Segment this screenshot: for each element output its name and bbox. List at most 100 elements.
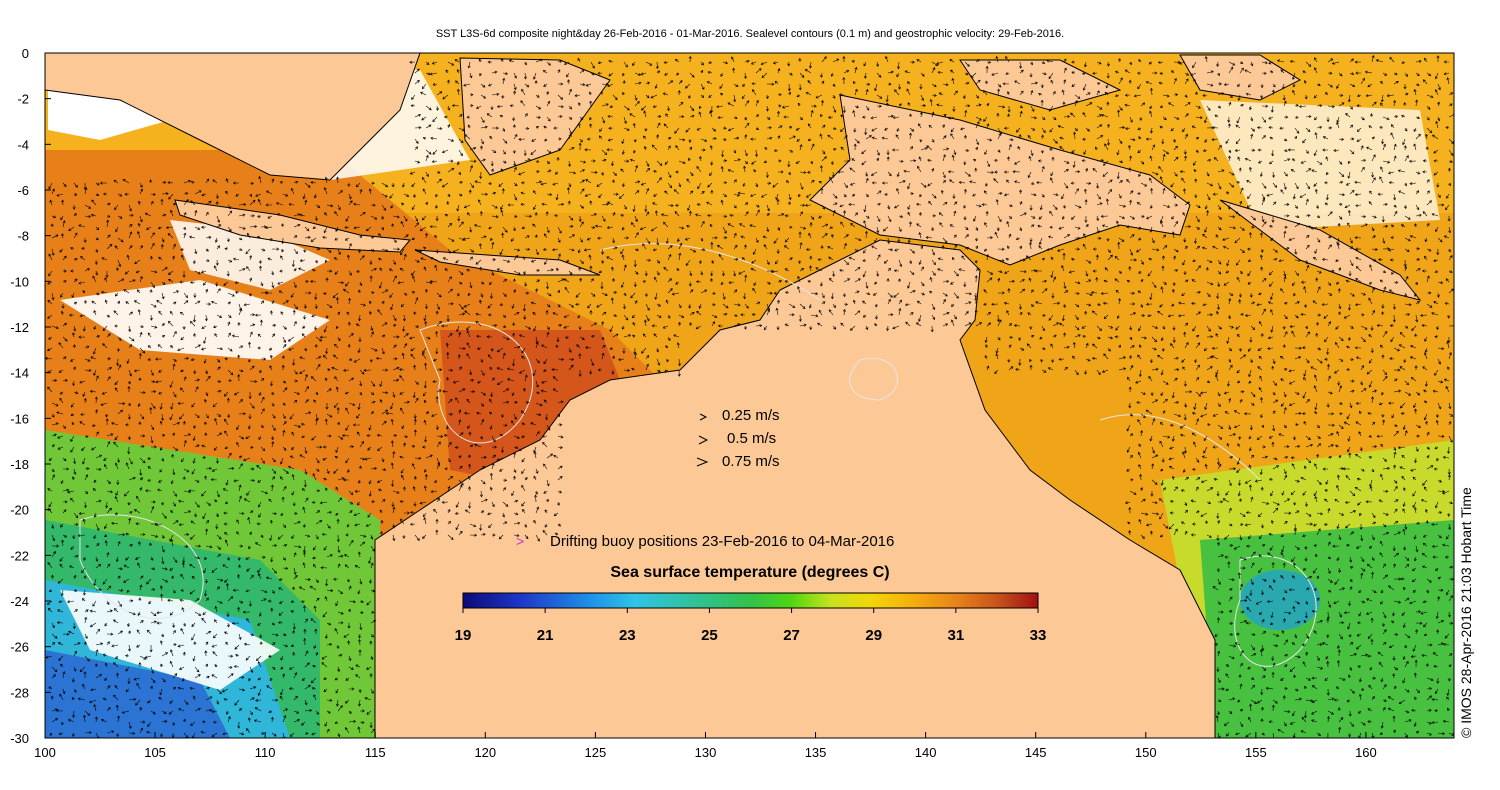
velocity-arrow [500,58,504,63]
velocity-arrow [458,181,463,185]
velocity-arrow [1212,126,1219,130]
velocity-arrow [852,193,856,197]
velocity-arrow [907,211,911,217]
velocity-arrow [678,182,682,188]
velocity-arrow [607,83,614,88]
velocity-arrow [958,180,966,185]
velocity-arrow [1071,149,1076,154]
velocity-arrow [1074,204,1082,209]
velocity-arrow [1436,55,1440,63]
velocity-arrow [95,182,100,186]
velocity-arrow [149,179,153,184]
velocity-arrow [928,200,933,206]
velocity-arrow [865,82,871,86]
velocity-arrow [487,60,493,64]
velocity-arrow [1206,105,1211,111]
velocity-arrow [1041,127,1046,134]
velocity-arrow [1437,193,1441,198]
velocity-arrow [435,215,439,222]
velocity-arrow [476,105,482,109]
velocity-arrow [864,127,868,136]
velocity-arrow [1128,79,1132,85]
velocity-arrow [353,202,361,206]
velocity-arrow [1380,80,1384,85]
velocity-arrow [1356,104,1362,108]
velocity-arrow [1290,169,1296,173]
velocity-arrow [435,193,438,198]
velocity-arrow [1193,160,1197,166]
velocity-arrow [986,138,993,142]
velocity-arrow [1283,149,1288,152]
velocity-arrow [137,200,141,206]
velocity-arrow [1336,83,1340,89]
velocity-arrow [892,115,900,120]
velocity-arrow [620,214,625,217]
velocity-arrow [799,203,806,207]
velocity-arrow [1030,89,1034,96]
velocity-arrow [1096,61,1102,65]
velocity-arrow [68,226,75,232]
velocity-arrow [1129,215,1135,220]
velocity-arrow [819,133,823,140]
velocity-arrow [1268,116,1274,120]
velocity-arrow [260,225,267,229]
velocity-arrow [84,214,92,219]
velocity-arrow [1151,171,1159,176]
velocity-arrow [755,99,759,107]
velocity-arrow [414,68,420,74]
velocity-arrow [1283,182,1287,190]
velocity-arrow [689,105,695,112]
velocity-arrow [609,105,614,108]
velocity-arrow [1104,91,1109,96]
velocity-arrow [1349,124,1354,129]
velocity-arrow [1443,60,1450,64]
velocity-arrow [1294,104,1299,108]
velocity-arrow [776,198,780,206]
velocity-arrow [733,116,738,120]
velocity-arrow [1085,92,1091,96]
velocity-arrow [711,137,717,141]
velocity-arrow [293,213,301,217]
velocity-arrow [1313,149,1318,157]
velocity-arrow [1239,61,1244,64]
velocity-arrow [997,149,1001,153]
velocity-arrow [1106,72,1110,79]
velocity-arrow [884,192,889,196]
velocity-arrow [425,124,432,129]
velocity-arrow [422,188,427,195]
velocity-arrow [821,156,827,162]
velocity-arrow [1338,171,1345,178]
velocity-arrow [1005,56,1010,63]
velocity-arrow [1008,204,1013,208]
velocity-arrow [700,191,705,195]
velocity-arrow [124,192,130,196]
velocity-arrow [1426,94,1434,99]
velocity-arrow [1049,148,1054,151]
velocity-arrow [557,115,563,119]
velocity-arrow [1217,72,1220,77]
velocity-arrow [1071,215,1076,220]
velocity-arrow [62,220,66,228]
velocity-arrow [1368,201,1373,206]
velocity-arrow [1228,66,1234,74]
velocity-arrow [975,116,982,121]
velocity-arrow [707,71,713,75]
velocity-arrow [1074,94,1081,99]
velocity-arrow [467,124,471,129]
velocity-arrow [970,72,977,79]
velocity-arrow [1403,145,1407,151]
velocity-arrow [1183,188,1187,195]
velocity-arrow [804,203,812,207]
velocity-arrow [1074,99,1078,107]
velocity-arrow [568,160,572,167]
velocity-arrow [370,181,375,185]
velocity-arrow [862,115,867,119]
velocity-arrow [676,72,680,76]
velocity-arrow [796,138,801,142]
velocity-arrow [722,193,727,197]
velocity-arrow [490,160,494,167]
velocity-arrow [766,82,775,86]
velocity-arrow [1129,190,1134,195]
velocity-arrow [390,204,394,209]
velocity-arrow [1300,160,1307,164]
